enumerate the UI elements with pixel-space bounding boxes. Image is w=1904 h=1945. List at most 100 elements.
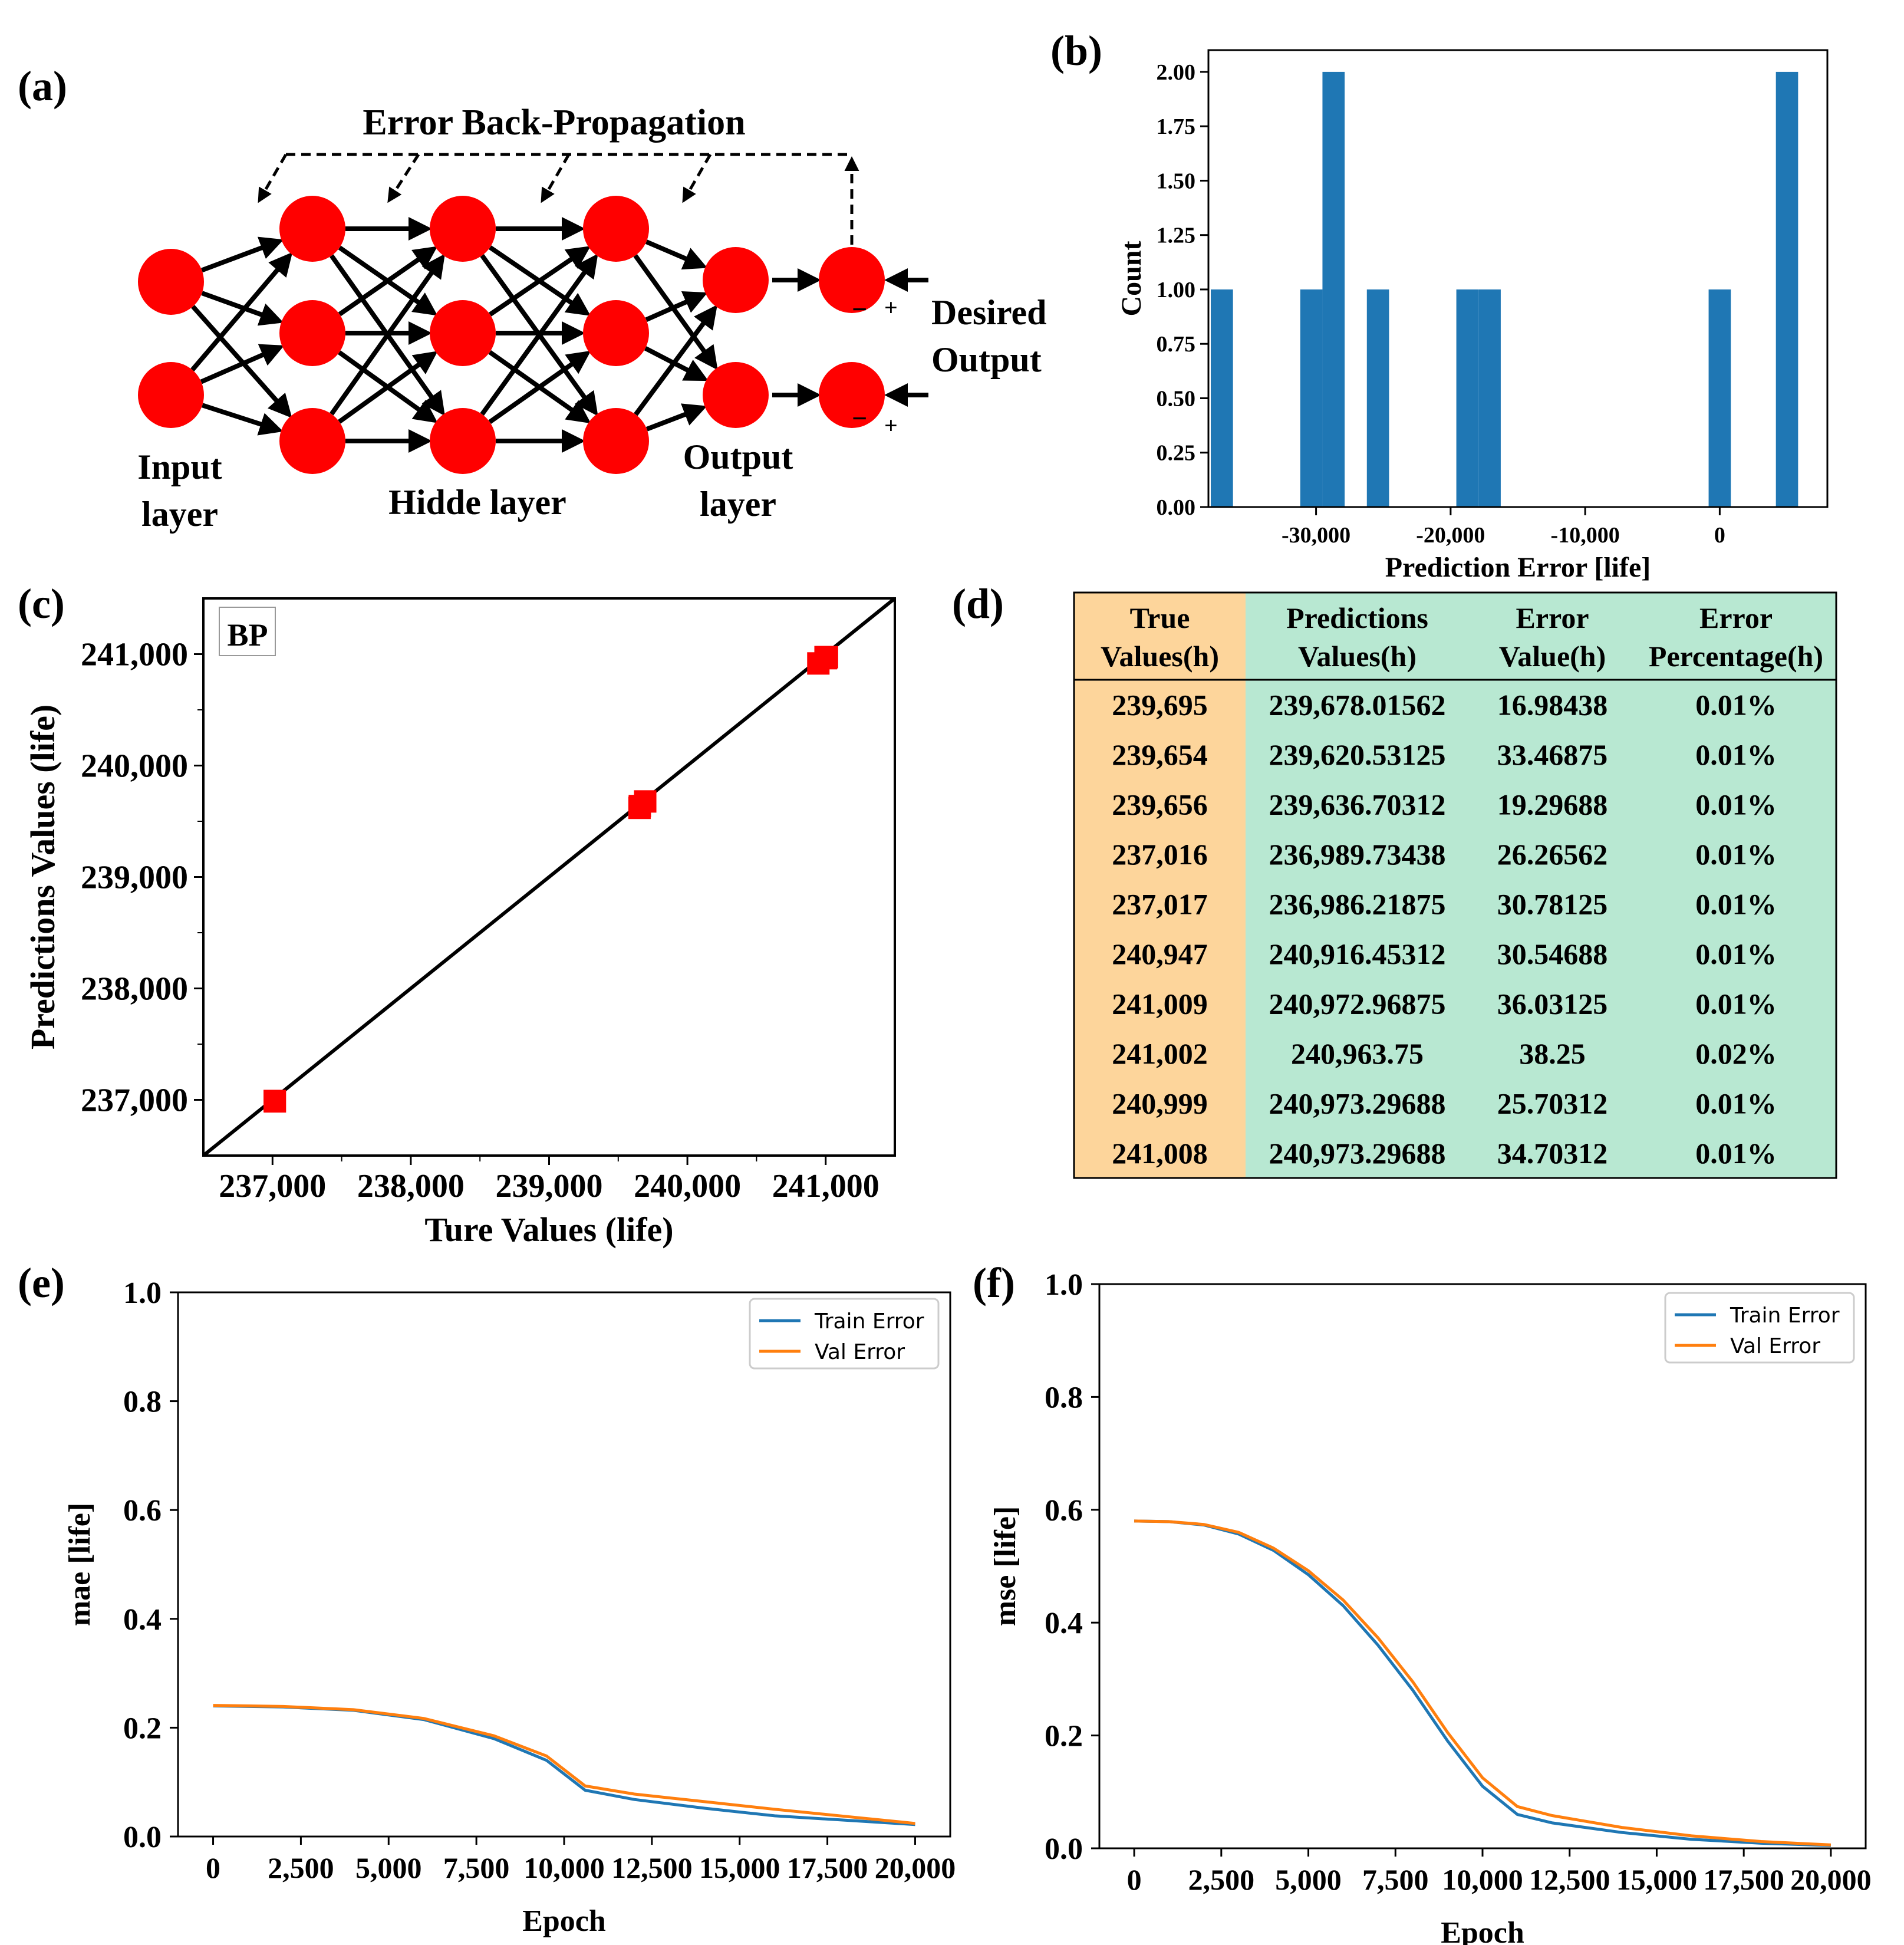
feedback-branch-arrow-1 (387, 153, 420, 203)
mse-line-chart: 0 2,500 5,000 7,500 10,000 12,500 15,000 17,500… (989, 1268, 1872, 1945)
feedback-branch-arrow-2 (541, 153, 571, 203)
nn-node-l0-1 (138, 362, 204, 428)
y-tick-label: 0.50 (1157, 386, 1196, 411)
table-cell-r5-c2: 30.54688 (1497, 937, 1608, 970)
plot-frame (1098, 1283, 1867, 1849)
y-tick-label: 1.75 (1157, 114, 1196, 139)
x-tick-label: 240,000 (634, 1168, 741, 1204)
histogram-bar-3 (1366, 289, 1389, 507)
mae-line-chart: 0 2,500 5,000 7,500 10,000 12,500 15,000 17,500… (63, 1276, 956, 1938)
table-cell-r7-c0: 241,002 (1112, 1037, 1208, 1070)
histogram-bar-7 (1775, 71, 1798, 507)
x-tick-label: 0 (206, 1851, 220, 1884)
feedback-branch-arrow-0 (258, 153, 288, 203)
table-cell-r3-c2: 26.26562 (1497, 838, 1608, 871)
error-feedback-arrows (258, 153, 859, 245)
x-tick-label: 238,000 (357, 1168, 465, 1204)
y-tick-label: 0.6 (1045, 1494, 1083, 1528)
y-tick-label: 1.25 (1157, 223, 1196, 248)
nn-edge-l0-1-2 (202, 403, 284, 436)
table-cell-r0-c1: 239,678.01562 (1269, 688, 1446, 721)
table-cell-r2-c1: 239,636.70312 (1269, 788, 1446, 821)
x-axis-label: Ture Values (life) (424, 1210, 673, 1249)
y-axis-label: Count (1116, 241, 1147, 316)
y-tick-label: 2.00 (1157, 60, 1196, 85)
nn-edge-l3-1-0 (645, 291, 708, 322)
table-cell-r3-c3: 0.01% (1695, 838, 1777, 871)
table-cell-r1-c0: 239,654 (1112, 738, 1208, 771)
x-tick-label: 5,000 (1275, 1863, 1342, 1896)
nn-labels: − + − + Desired Output Input layer Hidde… (137, 293, 1046, 534)
y-axis-label: Predictions Values (life) (24, 705, 62, 1049)
scatter-point-4 (263, 1090, 286, 1113)
minus-sign-2: − (852, 403, 867, 433)
x-tick-label: 17,500 (1703, 1863, 1784, 1896)
x-tick-label: 0 (1127, 1863, 1142, 1896)
y-tick-label: 0.75 (1157, 332, 1196, 357)
panel-a: (a) Error Back-Propagation − + − + Desir… (18, 62, 1047, 534)
panel-a-label: (a) (18, 62, 67, 110)
legend-box (219, 607, 276, 656)
x-tick-label: -20,000 (1416, 523, 1485, 548)
x-tick-label: 7,500 (1362, 1863, 1429, 1896)
panel-b: (b) 0.00 0.25 0.50 0.75 1.00 1.25 1.50 1.75 2.00… (1050, 27, 1829, 583)
x-tick-label: 15,000 (699, 1851, 780, 1884)
feedback-branch-arrow-3 (682, 153, 712, 203)
nn-edge-l3-0-1 (633, 254, 718, 370)
legend-label-0: Train Error (814, 1309, 924, 1334)
panel-d-label: (d) (952, 580, 1004, 627)
y-tick-label: 0.8 (1045, 1381, 1083, 1414)
series-line-1 (213, 1704, 915, 1825)
nn-node-l4-0 (703, 247, 769, 313)
y-tick-label: 1.0 (1045, 1268, 1083, 1302)
table-cell-r9-c3: 0.01% (1695, 1137, 1777, 1170)
x-tick-label: 239,000 (496, 1168, 603, 1204)
table-cell-r4-c2: 30.78125 (1497, 887, 1608, 920)
histogram-bar-5 (1478, 289, 1501, 507)
y-tick-label: 0.25 (1157, 441, 1196, 466)
comparison-node-1 (819, 362, 885, 428)
output-layer-line2: layer (700, 485, 776, 524)
x-axis-label: Epoch (1441, 1916, 1524, 1945)
x-tick-label: 2,500 (1188, 1863, 1255, 1896)
series-line-1 (1134, 1519, 1831, 1847)
table-cell-r6-c3: 0.01% (1695, 987, 1777, 1020)
x-axis-label: Prediction Error [life] (1385, 552, 1651, 583)
table-header-line2: Values(h) (1101, 640, 1219, 673)
nn-node-l2-2 (430, 408, 496, 474)
histogram-bar-6 (1708, 289, 1731, 507)
input-layer-line1: Input (137, 447, 222, 486)
nn-edge-l3-2-0 (634, 304, 717, 416)
x-tick-label: 20,000 (875, 1851, 956, 1884)
nn-node-l0-0 (138, 249, 204, 315)
x-tick-label: 10,000 (1442, 1863, 1523, 1896)
panel-d: (d) True Values(h) Predictions Values(h) Err… (952, 580, 1837, 1179)
nn-edge-l2-1-0 (489, 246, 591, 317)
histogram-chart: 0.00 0.25 0.50 0.75 1.00 1.25 1.50 1.75 2.00 -30,… (1116, 49, 1829, 583)
table-cell-r8-c1: 240,973.29688 (1269, 1087, 1446, 1120)
legend-label-1: Val Error (815, 1340, 905, 1364)
x-tick-label: 20,000 (1790, 1863, 1872, 1896)
panel-e: (e) 0 2,500 5,000 7,500 10,000 12,500 15,000 17… (18, 1259, 956, 1938)
table-cell-r0-c3: 0.01% (1695, 688, 1777, 721)
y-tick-label: 0.8 (123, 1385, 162, 1419)
comparison-node-0 (819, 247, 885, 313)
nn-edge-l1-1-0 (338, 246, 438, 317)
y-tick-label: 0.4 (1045, 1607, 1083, 1640)
table-cell-r1-c3: 0.01% (1695, 738, 1777, 771)
table-header-line1: True (1130, 601, 1190, 634)
scatter-point-9 (815, 646, 838, 669)
plot-frame (1207, 49, 1829, 508)
legend-label: BP (227, 617, 268, 653)
table-cell-r4-c0: 237,017 (1112, 887, 1208, 920)
nn-edge-l0-0-0 (201, 236, 284, 273)
table-header-line2: Value(h) (1499, 640, 1606, 673)
nn-edges (190, 217, 928, 453)
x-tick-label: -30,000 (1282, 523, 1350, 548)
nn-node-l4-1 (703, 362, 769, 428)
legend-label-1: Val Error (1730, 1334, 1820, 1358)
table-cell-r4-c1: 236,986.21875 (1269, 887, 1446, 920)
table-header-line1: Predictions (1286, 601, 1428, 634)
nn-node-l3-0 (583, 196, 649, 262)
table-cell-r5-c0: 240,947 (1112, 937, 1208, 970)
